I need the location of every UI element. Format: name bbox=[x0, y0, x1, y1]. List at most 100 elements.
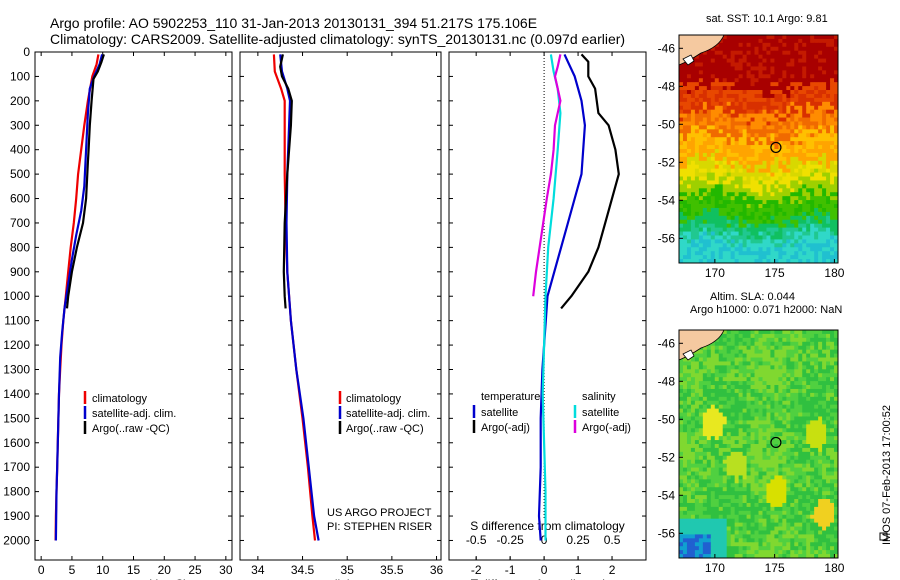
map-cell bbox=[746, 479, 751, 484]
map-cell bbox=[734, 404, 740, 410]
map-cell bbox=[830, 141, 835, 146]
map-cell bbox=[718, 404, 724, 410]
map-cell bbox=[830, 337, 835, 343]
map-cell bbox=[774, 35, 779, 40]
map-cell bbox=[814, 499, 819, 504]
imos-logo-icon bbox=[879, 532, 888, 541]
series-line-satellite-adj-clim- bbox=[279, 54, 320, 541]
map-cell bbox=[726, 113, 732, 118]
map-cell bbox=[782, 223, 787, 229]
map-cell bbox=[714, 74, 720, 79]
map-cell bbox=[734, 239, 740, 244]
map-cell bbox=[802, 475, 807, 480]
map-cell bbox=[794, 141, 799, 146]
map-cell bbox=[679, 117, 684, 122]
map-cell bbox=[826, 510, 831, 516]
map-cell bbox=[802, 365, 807, 370]
map-cell bbox=[690, 227, 696, 232]
map-cell bbox=[778, 337, 783, 343]
map-cell bbox=[750, 396, 755, 402]
map-cell bbox=[726, 514, 732, 520]
map-cell bbox=[714, 365, 720, 370]
map-cell bbox=[794, 223, 799, 229]
map-cell bbox=[746, 188, 751, 193]
map-cell bbox=[702, 447, 708, 453]
map-cell bbox=[682, 200, 688, 205]
y-tick-label: 1500 bbox=[3, 411, 30, 425]
map-cell bbox=[726, 219, 732, 225]
map-cell bbox=[710, 109, 716, 115]
map-cell bbox=[774, 491, 779, 496]
map-cell bbox=[786, 149, 791, 154]
map-cell bbox=[782, 125, 787, 130]
map-cell bbox=[698, 239, 704, 244]
map-cell bbox=[682, 137, 688, 142]
map-cell bbox=[754, 420, 759, 425]
map-cell bbox=[702, 152, 708, 158]
map-cell bbox=[710, 514, 716, 520]
map-cell bbox=[698, 215, 704, 221]
map-cell bbox=[770, 550, 775, 555]
map-cell bbox=[778, 357, 783, 362]
map-cell bbox=[754, 499, 759, 504]
map-cell bbox=[782, 522, 787, 527]
map-cell bbox=[738, 330, 744, 335]
map-cell bbox=[794, 137, 799, 142]
y-tick-label: 1200 bbox=[3, 338, 30, 352]
map-cell bbox=[730, 522, 736, 527]
map-cell bbox=[730, 219, 736, 225]
map-cell bbox=[706, 408, 712, 413]
map-cell bbox=[774, 396, 779, 402]
map-cell bbox=[822, 510, 827, 516]
map-cell bbox=[794, 412, 799, 417]
map-cell bbox=[714, 93, 720, 99]
map-cell bbox=[722, 259, 728, 264]
map-x-tick-label: 175 bbox=[765, 561, 785, 575]
map-cell bbox=[758, 377, 763, 382]
map-cell bbox=[782, 365, 787, 370]
x-tick-label: 34.5 bbox=[291, 563, 315, 577]
map-cell bbox=[750, 70, 755, 75]
map-cell bbox=[758, 365, 763, 370]
map-cell bbox=[750, 93, 755, 99]
map-cell bbox=[786, 353, 791, 358]
map-cell bbox=[690, 522, 696, 527]
map-cell bbox=[762, 479, 767, 484]
map-cell bbox=[794, 35, 799, 40]
map-cell bbox=[714, 373, 720, 378]
map-cell bbox=[826, 62, 831, 67]
map-cell bbox=[726, 231, 732, 236]
map-cell bbox=[730, 341, 736, 347]
map-cell bbox=[770, 90, 775, 95]
x-tick-label: 2 bbox=[609, 563, 616, 577]
map-cell bbox=[778, 361, 783, 366]
map-cell bbox=[734, 428, 740, 433]
map-cell bbox=[754, 487, 759, 492]
map-cell bbox=[818, 440, 823, 445]
map-cell bbox=[790, 223, 795, 229]
map-cell bbox=[742, 483, 747, 488]
map-cell bbox=[770, 412, 775, 417]
map-cell bbox=[718, 554, 724, 559]
map-cell bbox=[822, 160, 827, 166]
map-cell bbox=[834, 247, 839, 252]
map-cell bbox=[806, 247, 811, 252]
map-cell bbox=[738, 381, 744, 386]
map-cell bbox=[806, 109, 811, 115]
map-cell bbox=[754, 451, 759, 457]
map-cell bbox=[710, 365, 716, 370]
map-cell bbox=[818, 105, 823, 111]
map-cell bbox=[698, 353, 704, 358]
map-cell bbox=[726, 90, 732, 95]
map-cell bbox=[742, 369, 747, 374]
map-cell bbox=[742, 35, 747, 40]
map-cell bbox=[714, 534, 720, 539]
map-cell bbox=[770, 455, 775, 461]
map-cell bbox=[826, 231, 831, 236]
map-cell bbox=[798, 455, 803, 461]
legend-label-climatology: climatology bbox=[92, 393, 148, 405]
map-cell bbox=[742, 46, 747, 52]
map-cell bbox=[834, 243, 839, 248]
map-cell bbox=[679, 400, 684, 406]
map-cell bbox=[778, 101, 783, 107]
